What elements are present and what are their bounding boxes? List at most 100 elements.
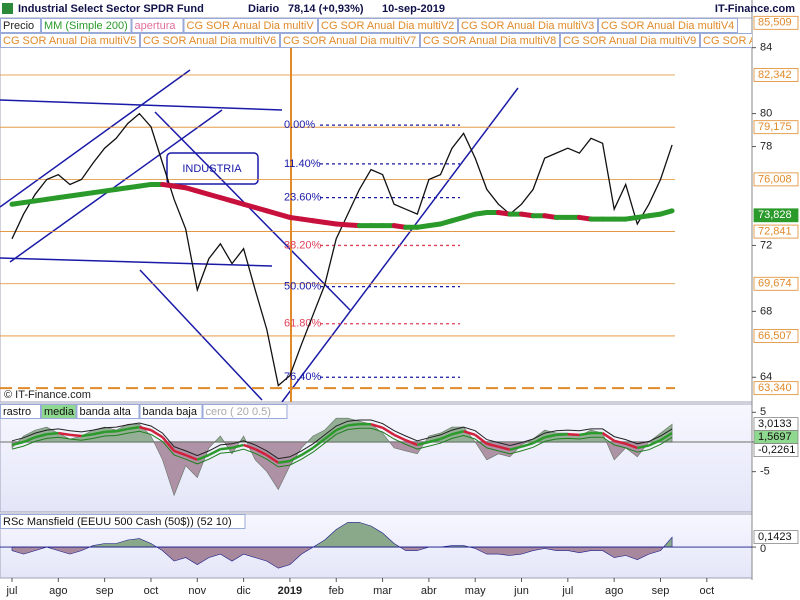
media-segment xyxy=(208,447,222,457)
legend-box xyxy=(318,18,458,33)
legend-box xyxy=(598,18,738,33)
legend-item: rastro xyxy=(3,406,31,418)
x-tick-label: ago xyxy=(605,585,623,597)
legend-item: Precio xyxy=(3,20,34,32)
media-segment xyxy=(243,443,256,451)
media-segment xyxy=(220,446,233,451)
legend-box xyxy=(140,33,280,48)
fib-label: 50.00% xyxy=(284,281,322,293)
x-tick-label: dic xyxy=(237,585,252,597)
y-tick-label: 68 xyxy=(760,305,772,317)
media-segment xyxy=(567,433,580,437)
x-tick-label: nov xyxy=(188,585,206,597)
copyright: © IT-Finance.com xyxy=(4,389,91,401)
fib-label: 76.40% xyxy=(284,371,322,383)
rsc-area xyxy=(11,522,673,569)
value-label: -0,2261 xyxy=(758,444,795,456)
legend-item: CG SOR Anual Dia multiV2 xyxy=(321,20,454,32)
legend-box xyxy=(700,33,752,48)
legend-box xyxy=(41,404,77,419)
legend-box xyxy=(0,404,41,419)
x-tick-label: sep xyxy=(652,585,670,597)
value-label-box xyxy=(753,443,799,457)
chart-title: Industrial Select Sector SPDR Fund xyxy=(18,3,204,15)
media-segment xyxy=(498,445,511,451)
media-segment xyxy=(381,426,395,436)
x-tick-label: jun xyxy=(513,585,529,597)
media-segment xyxy=(579,431,592,437)
y-tick-label: 72 xyxy=(760,239,772,251)
ma-last-label-box xyxy=(753,208,799,223)
media-segment xyxy=(231,443,244,450)
legend-item: media xyxy=(44,406,75,418)
media-segment xyxy=(23,436,36,444)
level-label: 63,340 xyxy=(758,382,792,394)
media-segment xyxy=(278,459,291,464)
level-label-box xyxy=(753,15,799,30)
level-label-box xyxy=(753,120,799,135)
legend-box xyxy=(76,404,140,419)
legend-item: CG SOR Anual Dia multiV8 xyxy=(423,35,556,47)
legend-box xyxy=(202,404,288,419)
legend-item: CG SOR Anual Dia multiV7 xyxy=(283,35,416,47)
value-label: 3,0133 xyxy=(758,418,792,430)
legend-item: apertura xyxy=(135,20,177,32)
media-segment xyxy=(625,442,638,450)
legend-item: CG SOR Anual Dia xyxy=(703,35,797,47)
x-tick-label: oct xyxy=(699,585,714,597)
period: Diario xyxy=(248,3,279,15)
media-segment xyxy=(416,440,430,447)
value-label: 0,1423 xyxy=(758,531,792,543)
x-tick-label: ago xyxy=(49,585,67,597)
x-tick-label: may xyxy=(465,585,486,597)
media-segment xyxy=(335,424,349,432)
media-segment xyxy=(127,425,140,431)
logo xyxy=(2,3,13,14)
media-segment xyxy=(115,427,129,433)
legend-item: CG SOR Anual Dia multiV xyxy=(187,20,315,32)
annotation: INDUSTRIA xyxy=(182,163,242,175)
media-segment xyxy=(289,453,303,463)
media-segment xyxy=(347,422,360,427)
last-price: 78,14 (+0,93%) xyxy=(288,3,364,15)
legend-box xyxy=(41,18,132,33)
level-label-box xyxy=(753,381,799,396)
media-segment xyxy=(34,433,48,439)
level-label: 76,008 xyxy=(758,173,792,185)
media-segment xyxy=(393,433,407,442)
media-segment xyxy=(659,432,673,442)
legend-item: MM (Simple 200) xyxy=(44,20,128,32)
legend-box xyxy=(560,33,700,48)
legend-box xyxy=(420,33,560,48)
main-plot: 0.00% 11.40% 23.60% 38.20% 50.00% 61.80% 76.40… xyxy=(0,22,675,390)
fib-label: 38.20% xyxy=(284,239,322,251)
fib-label: 61.80% xyxy=(284,318,322,330)
x-tick-label: sep xyxy=(96,585,114,597)
media-segment xyxy=(601,432,615,442)
media-segment xyxy=(11,440,24,447)
level-label: 66,507 xyxy=(758,330,792,342)
level-label: 85,509 xyxy=(758,17,792,29)
media-segment xyxy=(92,430,105,436)
legend-box xyxy=(131,18,184,33)
level-label-box xyxy=(753,224,799,239)
y-tick-label: 78 xyxy=(760,140,772,152)
media-segment xyxy=(556,433,568,437)
media-segment xyxy=(405,439,418,447)
media-segment xyxy=(58,431,71,437)
media-segment xyxy=(173,449,187,457)
legend-box xyxy=(0,33,140,48)
x-tick-label: 2019 xyxy=(278,585,302,597)
legend-item: CG SOR Anual Dia multiV3 xyxy=(461,20,594,32)
legend-item: banda alta xyxy=(80,406,132,418)
media-segment xyxy=(139,425,152,432)
band-line xyxy=(11,419,673,460)
legend-box xyxy=(139,404,203,419)
y-tick-label: 5 xyxy=(760,406,766,418)
x-tick-label: jul xyxy=(561,585,573,597)
media-segment xyxy=(648,439,662,447)
panel-title: RSc Mansfield (EEUU 500 Cash (50$)) (52 … xyxy=(3,516,232,528)
media-segment xyxy=(323,429,338,441)
legend-box xyxy=(0,514,246,529)
level-label-box xyxy=(753,276,799,291)
